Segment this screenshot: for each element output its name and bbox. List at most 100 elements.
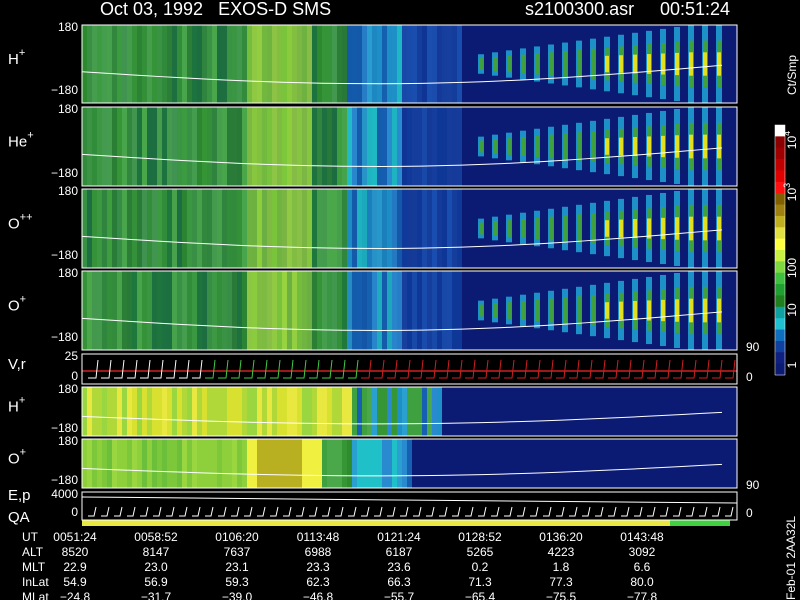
spectrogram-column: [452, 271, 457, 350]
spectrogram-column: [102, 189, 107, 268]
spectrogram-column: [367, 25, 372, 103]
spectrogram-column: [367, 271, 372, 350]
spectrogram-column: [137, 189, 142, 268]
spike: [703, 216, 707, 241]
spectrogram-column: [247, 25, 252, 103]
trace: [400, 506, 409, 517]
spectrogram-column: [197, 439, 202, 488]
label-charge: +: [19, 47, 25, 59]
trace: [140, 359, 151, 379]
y-tick-label: 0: [71, 369, 78, 383]
colorbar-cell: [775, 204, 785, 217]
y-tick-label: −180: [51, 83, 78, 97]
spectrogram-column: [307, 439, 312, 488]
spike: [619, 55, 623, 73]
spectrogram-column: [207, 25, 212, 103]
spectrogram-column: [327, 189, 332, 268]
trace: [348, 359, 359, 379]
spike: [619, 301, 623, 320]
spectrogram-column: [447, 189, 452, 268]
spectrogram-column: [212, 439, 217, 488]
trace: [81, 311, 723, 331]
spike: [563, 51, 567, 77]
trace: [426, 506, 435, 517]
spectrogram-column: [427, 107, 432, 186]
spectrogram-column: [92, 439, 97, 488]
spectrogram-column: [382, 25, 387, 103]
spectrogram-column: [217, 387, 222, 436]
spectrogram-column: [167, 25, 172, 103]
spectrogram-column: [317, 107, 322, 186]
trace: [725, 359, 736, 379]
spectrogram-column: [382, 439, 387, 488]
spectrogram-column: [302, 439, 307, 488]
spectrogram-column: [447, 271, 452, 350]
trace: [387, 506, 396, 517]
spectrogram-column: [452, 107, 457, 186]
spectrogram-column: [427, 387, 432, 436]
spectrogram-column: [272, 387, 277, 436]
spectrogram-column: [212, 387, 217, 436]
spectrogram-column: [367, 387, 372, 436]
colorbar-cell: [775, 329, 785, 342]
trace: [491, 506, 500, 517]
trace: [387, 359, 398, 379]
spike: [521, 301, 525, 320]
label-charge: +: [27, 129, 33, 141]
trace: [504, 506, 513, 517]
spectrogram-column: [372, 25, 377, 103]
spectrogram-column: [422, 107, 427, 186]
colorbar-cell: [775, 227, 785, 240]
spectrogram-column: [192, 107, 197, 186]
spectrogram-column: [182, 439, 187, 488]
cell: 62.3: [306, 575, 330, 589]
spectrogram-column: [302, 189, 307, 268]
spike: [647, 300, 651, 321]
trace: [374, 506, 383, 517]
spectrogram-column: [147, 387, 152, 436]
spike: [675, 52, 679, 76]
footer: Feb-01 2AA32L: [784, 516, 798, 600]
cell: 23.0: [144, 560, 168, 574]
cell: 6988: [305, 545, 332, 559]
panel-label: H+: [8, 47, 25, 68]
spectrogram-column: [297, 271, 302, 350]
spectrogram-column: [272, 439, 277, 488]
spectrogram-column: [152, 107, 157, 186]
colorbar-cell: [775, 306, 785, 319]
spectrogram-column: [227, 439, 232, 488]
y-tick-label: 180: [58, 266, 78, 280]
colorbar-exp: 4: [782, 131, 792, 136]
trace: [608, 506, 617, 517]
spectrogram-column: [377, 439, 382, 488]
spectrogram-column: [357, 25, 362, 103]
spike: [549, 52, 553, 76]
trace: [660, 506, 669, 517]
spectrogram-column: [337, 439, 342, 488]
trace: [634, 506, 643, 517]
spectrogram-column: [202, 189, 207, 268]
label-charge: +: [19, 394, 25, 406]
colorbar-label: 103: [782, 183, 799, 201]
spectrogram-column: [182, 387, 187, 436]
spectrogram-column: [327, 107, 332, 186]
spectrogram-column: [342, 271, 347, 350]
spectrogram-column: [137, 439, 142, 488]
trace: [673, 506, 682, 517]
spectrogram-column: [362, 189, 367, 268]
spectrogram-column: [162, 439, 167, 488]
spectrogram-column: [92, 189, 97, 268]
spectrogram-column: [262, 189, 267, 268]
spectrogram-column: [337, 25, 342, 103]
spectrogram-column: [212, 107, 217, 186]
file-name: s2100300.asr: [525, 0, 634, 19]
cell: −65.4: [465, 590, 496, 600]
spectrogram-column: [452, 25, 457, 103]
spectrogram-column: [212, 25, 217, 103]
spectrogram-column: [82, 107, 87, 186]
panel-label: O+: [8, 293, 26, 314]
spectrogram-column: [132, 25, 137, 103]
spectrogram-column: [327, 439, 332, 488]
spectrogram-column: [227, 189, 232, 268]
trace: [140, 506, 149, 517]
